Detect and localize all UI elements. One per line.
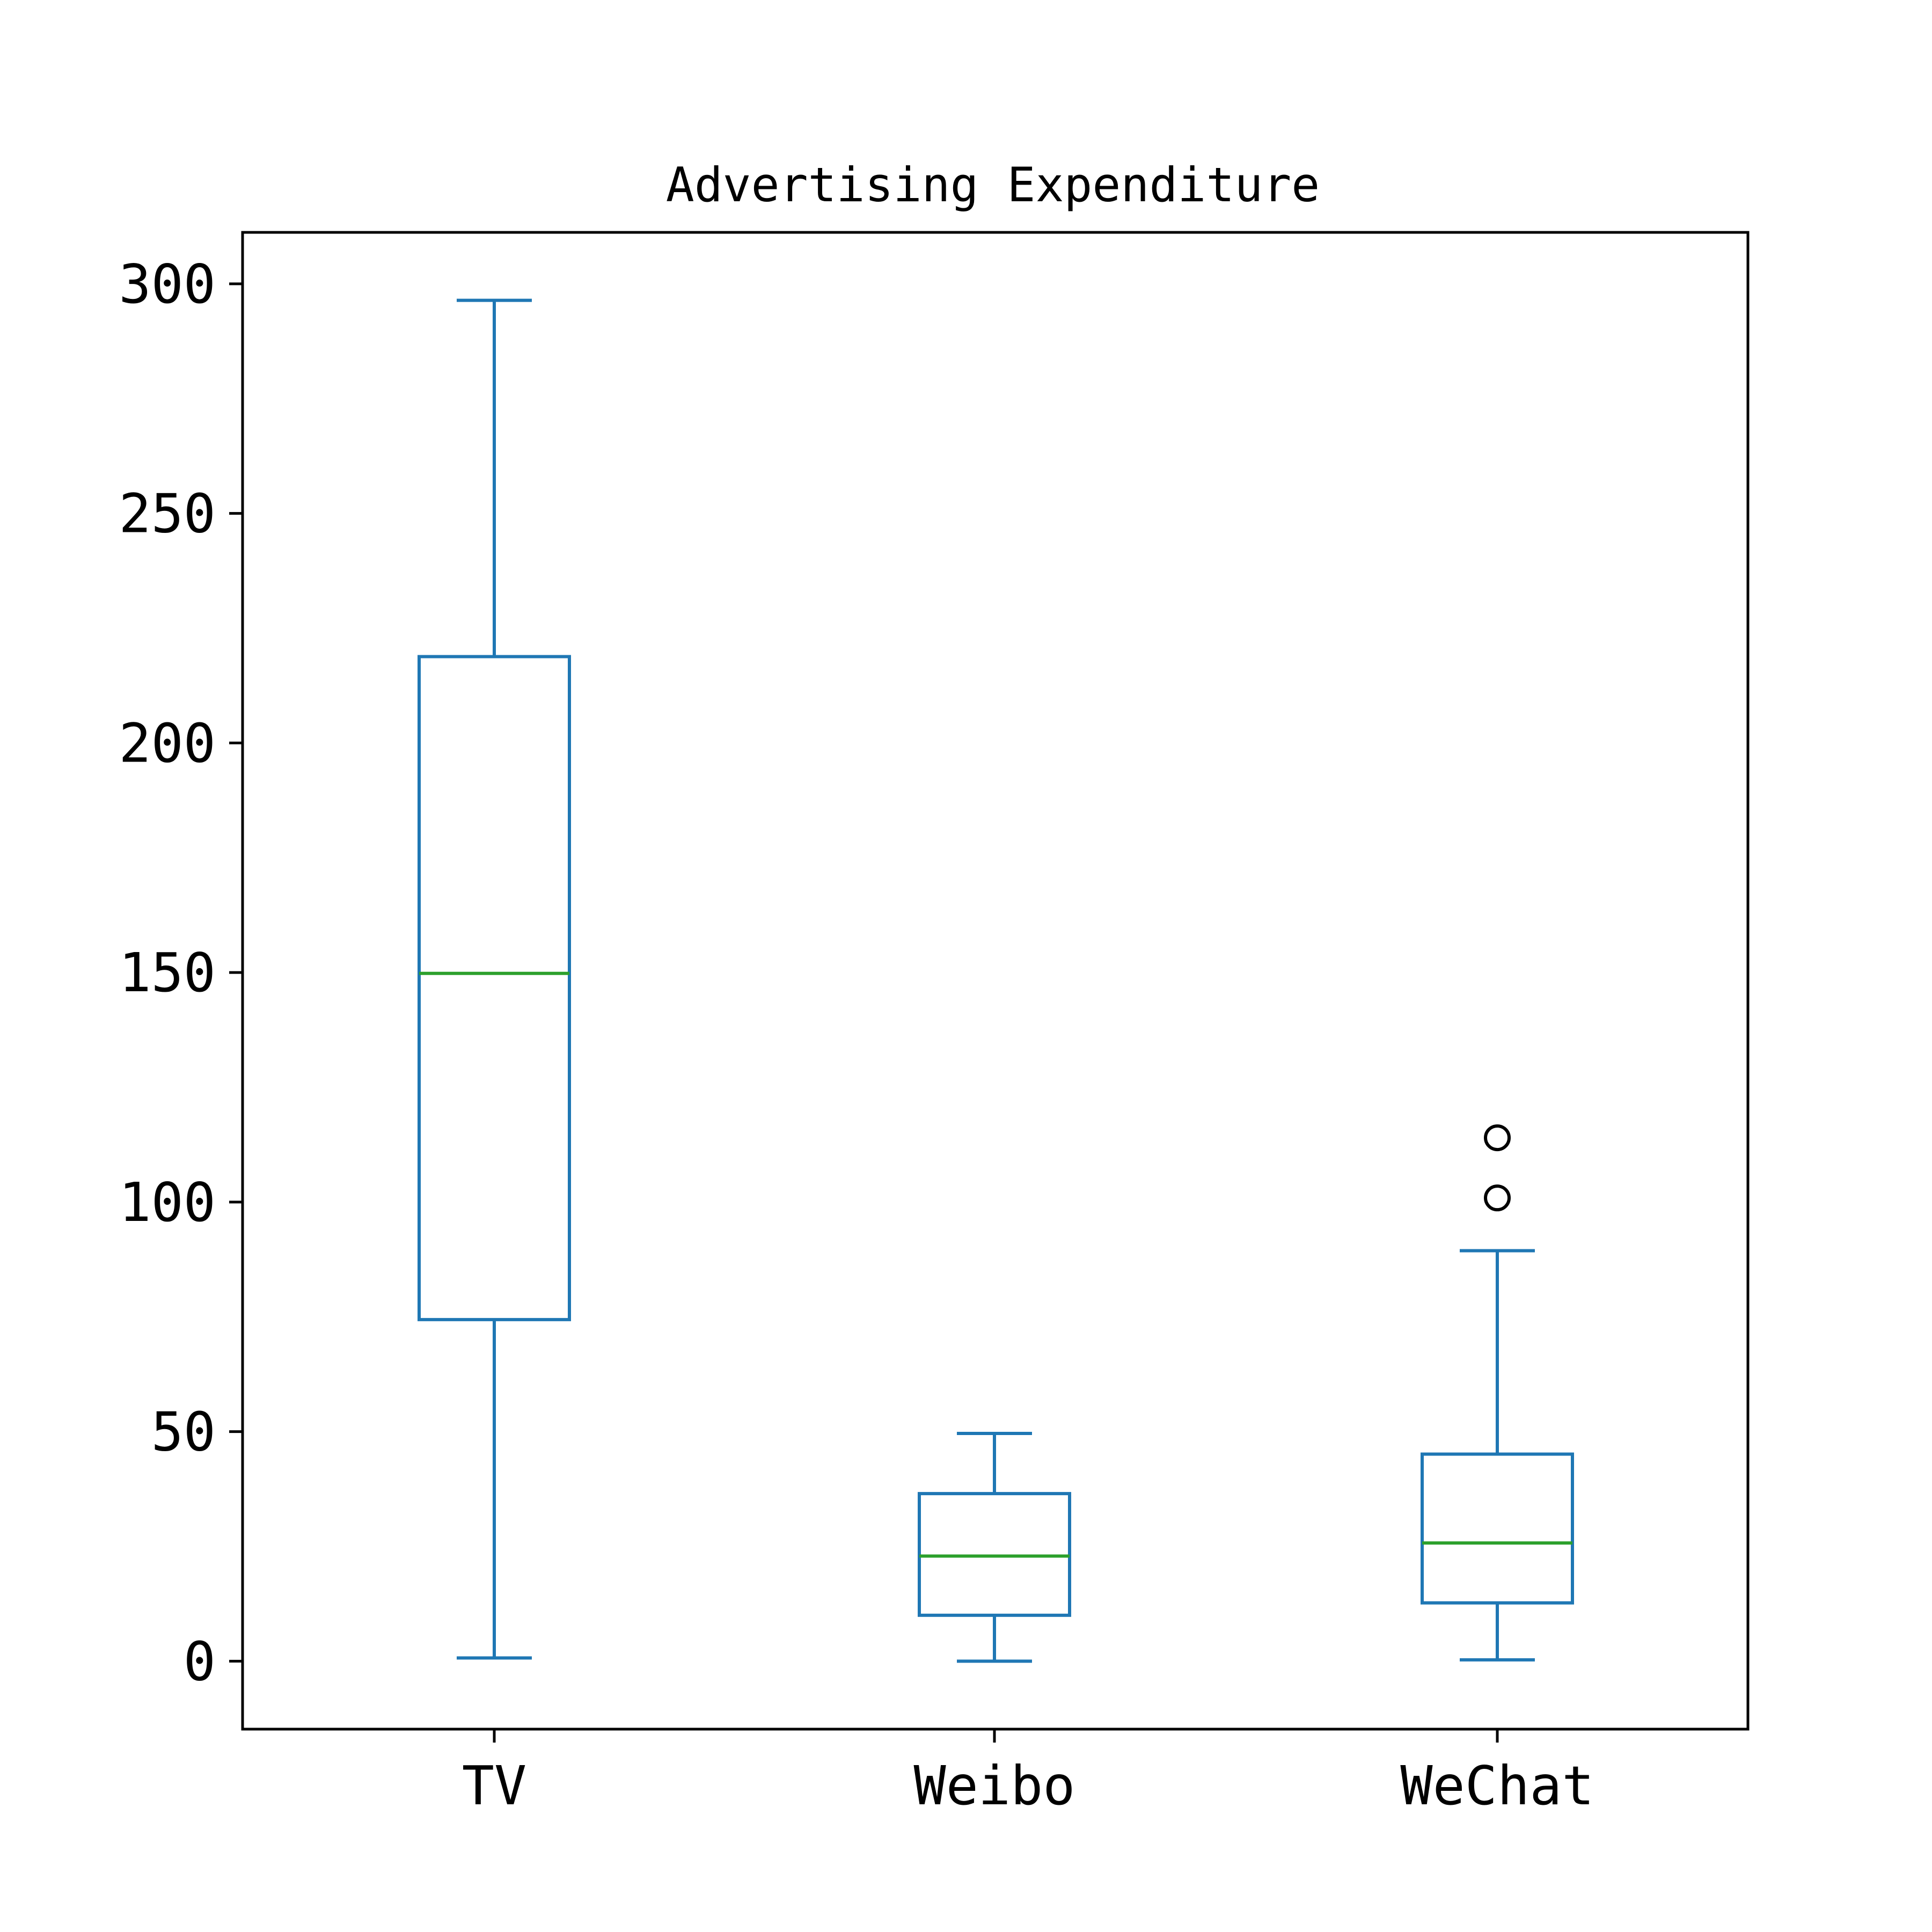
y-tick-label-300: 300 bbox=[119, 253, 216, 316]
axes: 0 50 100 150 200 250 300 TV Weibo WeChat bbox=[119, 231, 1750, 1817]
plot-area bbox=[418, 298, 1574, 1663]
y-tick-label-50: 50 bbox=[151, 1401, 216, 1463]
x-tick-label-tv: TV bbox=[462, 1754, 526, 1817]
box-group-wechat bbox=[1421, 1124, 1574, 1662]
x-tick-label-wechat: WeChat bbox=[1400, 1754, 1594, 1817]
axes-frame bbox=[241, 231, 1750, 1731]
outlier-wechat-1 bbox=[1484, 1184, 1511, 1212]
y-tick-label-0: 0 bbox=[184, 1630, 216, 1693]
y-tick-label-100: 100 bbox=[119, 1171, 216, 1234]
box-group-weibo bbox=[918, 1432, 1071, 1663]
box-wechat bbox=[1421, 1452, 1574, 1605]
box-tv bbox=[418, 655, 571, 1321]
y-tick-label-200: 200 bbox=[119, 712, 216, 774]
chart-title: Advertising Expenditure bbox=[666, 157, 1320, 213]
x-tick-label-weibo: Weibo bbox=[913, 1754, 1075, 1817]
box-group-tv bbox=[418, 298, 571, 1660]
y-tick-label-150: 150 bbox=[119, 941, 216, 1004]
outlier-wechat-2 bbox=[1484, 1124, 1511, 1152]
y-tick-label-250: 250 bbox=[119, 482, 216, 545]
